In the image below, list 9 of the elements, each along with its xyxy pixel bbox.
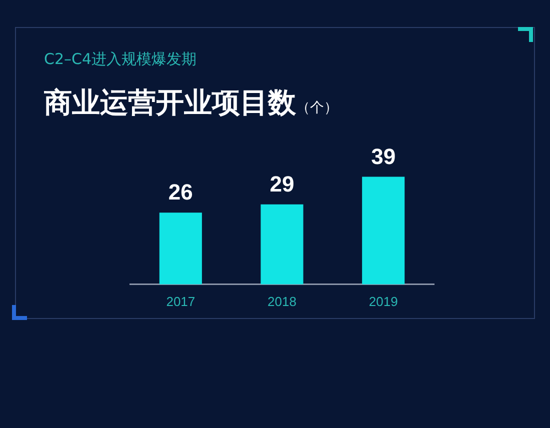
data-label: 39 [371, 144, 396, 169]
chart-subtitle: C2–C4进入规模爆发期 [44, 50, 197, 69]
data-label: 29 [270, 171, 294, 196]
x-tick-label: 2017 [166, 294, 196, 309]
x-tick-label: 2019 [368, 294, 398, 309]
data-label: 26 [168, 180, 193, 205]
chart-title: 商业运营开业项目数 [44, 86, 296, 119]
x-tick-label: 2018 [268, 294, 296, 309]
y-axis-title: （个） [296, 100, 338, 116]
